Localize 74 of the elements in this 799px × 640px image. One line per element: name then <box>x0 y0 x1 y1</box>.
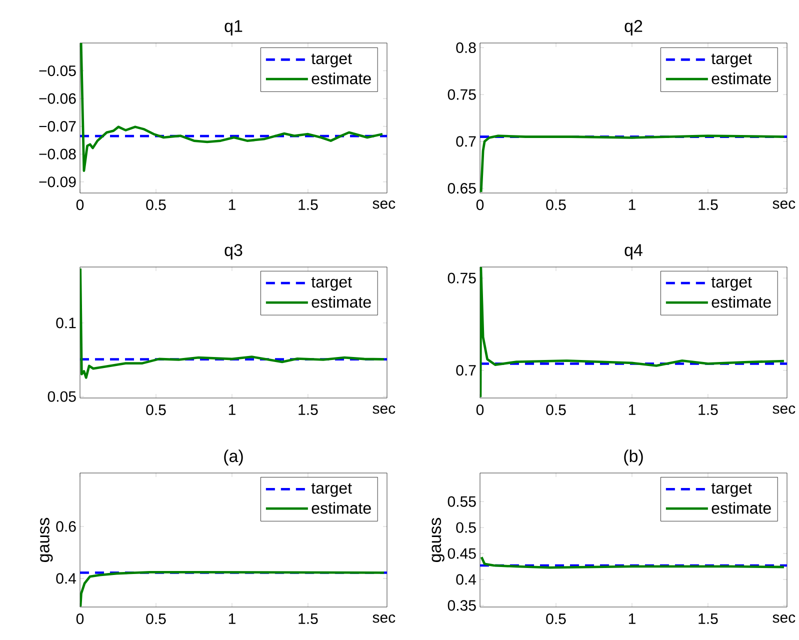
x-tick-label: 0.5 <box>546 614 566 624</box>
x-tick-label: 1.5 <box>698 614 718 624</box>
x-tick-label: 0.5 <box>546 200 566 210</box>
y-tick-label: 0.35 <box>448 600 476 611</box>
y-tick-label: 0.45 <box>448 548 476 559</box>
x-axis-title: sec <box>772 406 796 414</box>
y-tick-label: 0.65 <box>448 182 476 194</box>
x-tick-label: 1.5 <box>298 614 318 624</box>
chart-title: q4 <box>624 244 642 260</box>
y-tick-label: 0.5 <box>456 522 476 533</box>
y-tick-label: 0.1 <box>56 318 76 328</box>
x-tick-label: 1 <box>628 200 636 210</box>
line-series <box>80 42 384 172</box>
x-tick-label: 1 <box>628 404 636 415</box>
x-axis-title: sec <box>372 406 396 414</box>
x-tick-label: 1 <box>228 404 236 415</box>
y-tick-label: −0.05 <box>39 65 76 76</box>
x-tick-label: 0.5 <box>546 404 566 416</box>
legend-label: target <box>311 277 352 291</box>
x-tick-label: 0.5 <box>146 404 166 416</box>
y-axis-title: gauss <box>40 518 53 562</box>
y-tick-label: 0.55 <box>448 496 476 507</box>
y-tick-label: −0.07 <box>39 121 76 132</box>
legend-label: target <box>311 483 352 497</box>
line-series <box>80 267 386 379</box>
y-tick-label: 0.7 <box>456 365 476 376</box>
y-tick-label: 0.6 <box>56 521 76 532</box>
legend-label: estimate <box>312 502 371 514</box>
legend-label: estimate <box>712 502 771 514</box>
line-series <box>480 134 786 193</box>
x-tick-label: 0.5 <box>146 614 166 624</box>
chart-title: (a) <box>224 450 243 466</box>
chart-title: q3 <box>224 244 242 260</box>
x-tick-label: 1 <box>628 614 636 624</box>
y-tick-label: 0.8 <box>456 42 476 53</box>
x-tick-label: 0 <box>476 404 484 416</box>
y-tick-label: 0.7 <box>456 136 476 147</box>
x-tick-label: 1.5 <box>298 404 318 415</box>
line-series <box>480 267 786 398</box>
y-tick-label: 0.75 <box>448 272 476 284</box>
y-tick-label: 0.75 <box>448 89 476 100</box>
legend-label: estimate <box>712 296 771 308</box>
line-series <box>480 556 786 569</box>
x-axis-title: sec <box>372 614 396 623</box>
y-tick-label: −0.08 <box>39 148 76 160</box>
legend-label: target <box>711 54 752 68</box>
chart-title: q2 <box>624 20 642 36</box>
legend-label: target <box>711 483 752 497</box>
x-tick-label: 0 <box>76 614 84 624</box>
y-axis-title: gauss <box>432 518 444 562</box>
y-tick-label: −0.09 <box>39 176 76 188</box>
x-tick-label: 0 <box>76 200 84 210</box>
y-tick-label: −0.06 <box>39 93 76 104</box>
legend-label: target <box>711 277 752 291</box>
x-axis-title: sec <box>772 614 796 623</box>
chart-title: (b) <box>624 450 643 466</box>
x-tick-label: 1.5 <box>698 404 718 415</box>
x-tick-label: 1 <box>228 200 236 210</box>
x-tick-label: 1.5 <box>698 200 718 210</box>
x-tick-label: 1.5 <box>298 200 318 210</box>
chart-title: q1 <box>224 20 242 36</box>
x-tick-label: 1 <box>228 614 236 624</box>
y-tick-label: 0.05 <box>48 391 76 402</box>
legend-label: estimate <box>712 72 771 84</box>
y-tick-label: 0.4 <box>56 573 76 584</box>
legend-label: estimate <box>312 296 371 308</box>
x-tick-label: 0 <box>476 200 484 210</box>
legend-label: target <box>311 54 352 68</box>
y-tick-label: 0.4 <box>456 574 476 585</box>
x-tick-label: 0.5 <box>146 200 166 210</box>
line-series <box>80 571 386 607</box>
legend-label: estimate <box>312 72 371 84</box>
x-axis-title: sec <box>372 200 396 209</box>
x-axis-title: sec <box>772 200 796 209</box>
